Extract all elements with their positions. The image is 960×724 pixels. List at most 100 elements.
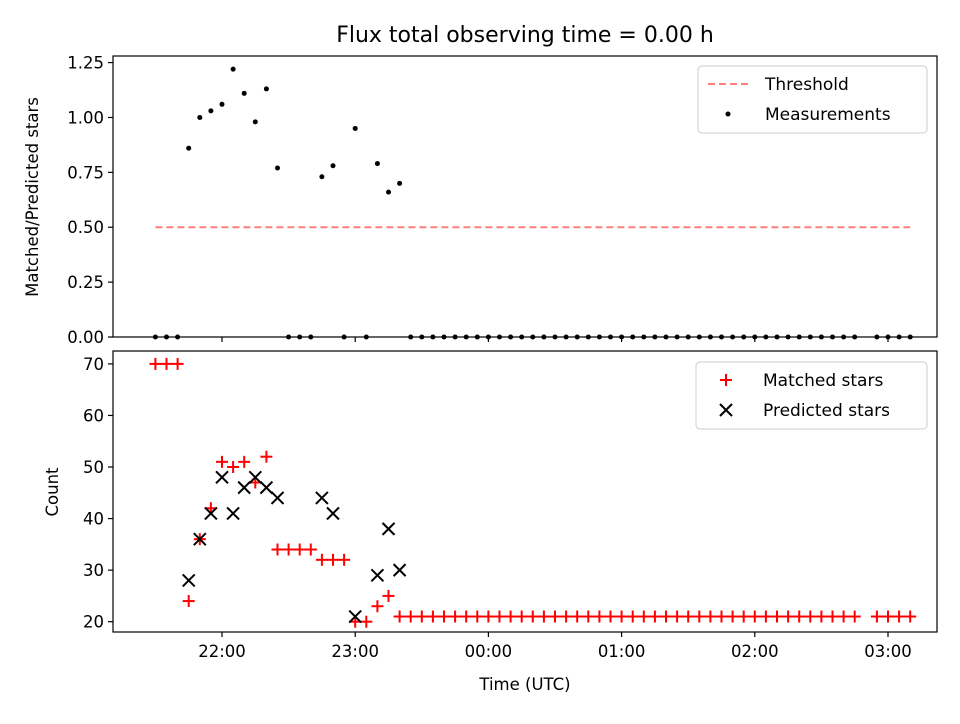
matched-star-point bbox=[315, 553, 328, 566]
matched-star-point bbox=[604, 610, 617, 623]
bottom-ytick-label: 30 bbox=[83, 561, 104, 580]
matched-star-point bbox=[515, 610, 528, 623]
predicted-star-point bbox=[315, 491, 329, 505]
matched-star-point bbox=[338, 553, 351, 566]
top-legend-box bbox=[697, 65, 928, 134]
matched-star-point bbox=[404, 610, 417, 623]
matched-star-point bbox=[526, 610, 539, 623]
bottom-x-ticks: 22:00 23:00 00:00 01:00 02:00 03:00 bbox=[198, 632, 912, 661]
matched-star-point bbox=[293, 543, 306, 556]
matched-star-point bbox=[660, 610, 672, 623]
matched-star-point bbox=[626, 610, 639, 623]
measurement-point bbox=[208, 108, 214, 114]
matched-star-point bbox=[482, 610, 495, 623]
top-y-ticks: 0.00 0.25 0.50 0.75 1.00 1.25 bbox=[67, 54, 113, 347]
predicted-star-point bbox=[348, 609, 362, 624]
bottom-ytick-label: 50 bbox=[83, 458, 104, 477]
matched-star-point bbox=[804, 610, 817, 623]
matched-star-point bbox=[815, 610, 828, 623]
predicted-star-point bbox=[237, 480, 251, 495]
matched-star-point bbox=[593, 610, 606, 623]
x-tick-label: 03:00 bbox=[864, 642, 912, 661]
matched-star-point bbox=[637, 610, 650, 623]
matched-star-point bbox=[870, 610, 883, 623]
matched-star-point bbox=[759, 610, 772, 623]
x-tick-label: 00:00 bbox=[465, 642, 513, 661]
measurement-point bbox=[186, 145, 192, 151]
bottom-legend-box bbox=[695, 361, 928, 430]
matched-star-point bbox=[304, 543, 317, 556]
predicted-star-point bbox=[181, 573, 196, 588]
top-ytick-label: 0.50 bbox=[67, 218, 104, 237]
x-axis-label: Time (UTC) bbox=[478, 675, 570, 694]
matched-star-point bbox=[537, 610, 550, 623]
matched-star-point bbox=[893, 610, 906, 623]
matched-star-point bbox=[837, 610, 850, 623]
bottom-legend: Matched stars Predicted stars bbox=[695, 361, 928, 430]
bottom-ytick-label: 20 bbox=[83, 613, 104, 632]
measurement-point bbox=[230, 66, 236, 72]
bottom-ytick-label: 70 bbox=[83, 355, 104, 374]
x-tick-label: 02:00 bbox=[731, 642, 779, 661]
matched-star-point bbox=[149, 357, 162, 370]
matched-star-point bbox=[682, 610, 695, 623]
matched-star-point bbox=[393, 610, 406, 623]
measurement-point bbox=[263, 86, 269, 92]
bottom-ytick-label: 60 bbox=[83, 406, 104, 425]
matched-star-point bbox=[826, 610, 839, 623]
matched-star-point bbox=[327, 553, 339, 566]
predicted-star-point bbox=[259, 480, 274, 495]
matched-star-point bbox=[360, 615, 373, 628]
legend-matched-label: Matched stars bbox=[763, 371, 883, 391]
predicted-star-point bbox=[226, 506, 240, 521]
matched-star-point bbox=[648, 610, 661, 623]
matched-star-point bbox=[549, 610, 561, 623]
bottom-y-ticks: 20 30 40 50 60 70 bbox=[83, 355, 113, 632]
predicted-star-point bbox=[370, 568, 385, 582]
measurement-point bbox=[386, 189, 391, 195]
legend-threshold-label: Threshold bbox=[764, 75, 849, 95]
matched-star-point bbox=[260, 450, 273, 463]
matched-star-point bbox=[282, 543, 295, 556]
matched-star-point bbox=[371, 600, 384, 613]
top-ytick-label: 0.75 bbox=[67, 163, 104, 182]
x-tick-label: 22:00 bbox=[198, 642, 246, 661]
chart-title: Flux total observing time = 0.00 h bbox=[336, 23, 714, 48]
matched-star-point bbox=[382, 589, 395, 602]
matched-star-point bbox=[449, 610, 462, 623]
top-axes: 0.00 0.25 0.50 0.75 1.00 1.25 Matched/Predict… bbox=[23, 54, 938, 347]
matched-star-point bbox=[715, 610, 728, 623]
measurement-point bbox=[219, 101, 225, 107]
matched-star-point bbox=[216, 455, 228, 468]
matched-star-point bbox=[615, 610, 628, 623]
top-axes-frame bbox=[112, 55, 938, 338]
matched-star-point bbox=[737, 610, 750, 623]
matched-star-point bbox=[438, 610, 450, 623]
legend-predicted-label: Predicted stars bbox=[763, 401, 890, 421]
measurement-point bbox=[197, 114, 203, 120]
matched-star-point bbox=[793, 610, 806, 623]
matched-star-point bbox=[160, 357, 173, 370]
matched-star-point bbox=[726, 610, 739, 623]
matched-star-point bbox=[504, 610, 517, 623]
matched-star-point bbox=[848, 610, 861, 623]
legend-measurements-swatch bbox=[725, 111, 731, 117]
top-ytick-label: 0.00 bbox=[67, 328, 104, 347]
measurement-point bbox=[374, 161, 380, 167]
x-tick-label: 01:00 bbox=[598, 642, 646, 661]
x-tick-label: 23:00 bbox=[331, 642, 379, 661]
matched-star-point bbox=[415, 610, 428, 623]
predicted-star-point bbox=[248, 470, 263, 485]
matched-star-point bbox=[471, 610, 484, 623]
predicted-star-point bbox=[204, 506, 218, 521]
matched-star-point bbox=[227, 461, 240, 474]
measurement-point bbox=[330, 163, 336, 169]
matched-star-point bbox=[904, 610, 917, 623]
predicted-star-point bbox=[381, 522, 396, 536]
matched-star-point bbox=[271, 543, 284, 556]
matched-star-point bbox=[460, 610, 473, 623]
measurement-point bbox=[275, 165, 280, 171]
measurement-point bbox=[252, 119, 258, 125]
